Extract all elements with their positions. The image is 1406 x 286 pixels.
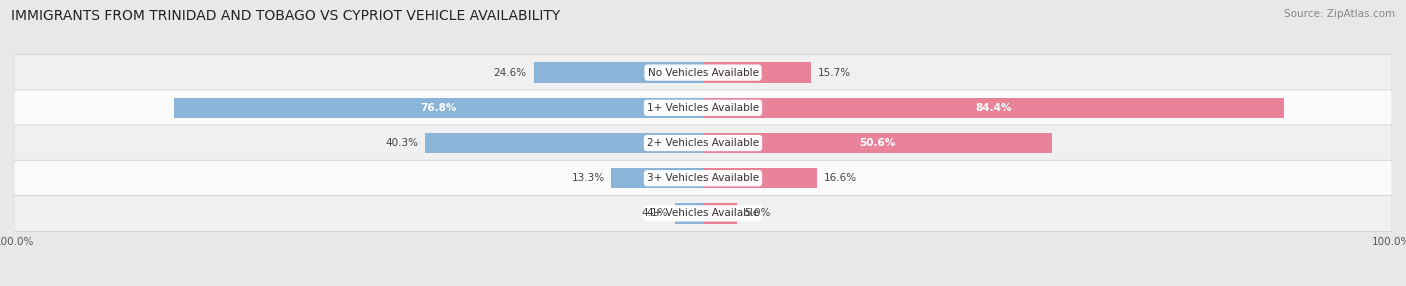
Text: 24.6%: 24.6% (494, 67, 527, 78)
Text: Source: ZipAtlas.com: Source: ZipAtlas.com (1284, 9, 1395, 19)
Text: 2+ Vehicles Available: 2+ Vehicles Available (647, 138, 759, 148)
Text: 16.6%: 16.6% (824, 173, 858, 183)
FancyBboxPatch shape (14, 90, 1392, 126)
Text: 13.3%: 13.3% (571, 173, 605, 183)
Text: IMMIGRANTS FROM TRINIDAD AND TOBAGO VS CYPRIOT VEHICLE AVAILABILITY: IMMIGRANTS FROM TRINIDAD AND TOBAGO VS C… (11, 9, 561, 23)
Bar (426, 133, 703, 153)
Text: 4+ Vehicles Available: 4+ Vehicles Available (647, 208, 759, 219)
Text: No Vehicles Available: No Vehicles Available (648, 67, 758, 78)
Text: 15.7%: 15.7% (818, 67, 851, 78)
Bar (533, 62, 703, 83)
Bar (703, 203, 738, 224)
Text: 50.6%: 50.6% (859, 138, 896, 148)
Bar (675, 203, 703, 224)
Text: 3+ Vehicles Available: 3+ Vehicles Available (647, 173, 759, 183)
Text: 5.0%: 5.0% (744, 208, 770, 219)
Bar (703, 133, 1052, 153)
Text: 84.4%: 84.4% (976, 103, 1012, 113)
Text: 40.3%: 40.3% (385, 138, 419, 148)
Bar (174, 98, 703, 118)
FancyBboxPatch shape (14, 160, 1392, 196)
Bar (703, 98, 1285, 118)
Bar (703, 62, 811, 83)
FancyBboxPatch shape (14, 195, 1392, 231)
FancyBboxPatch shape (14, 55, 1392, 91)
Text: 76.8%: 76.8% (420, 103, 457, 113)
Bar (703, 168, 817, 188)
Bar (612, 168, 703, 188)
FancyBboxPatch shape (14, 125, 1392, 161)
Text: 1+ Vehicles Available: 1+ Vehicles Available (647, 103, 759, 113)
Text: 4.1%: 4.1% (641, 208, 668, 219)
